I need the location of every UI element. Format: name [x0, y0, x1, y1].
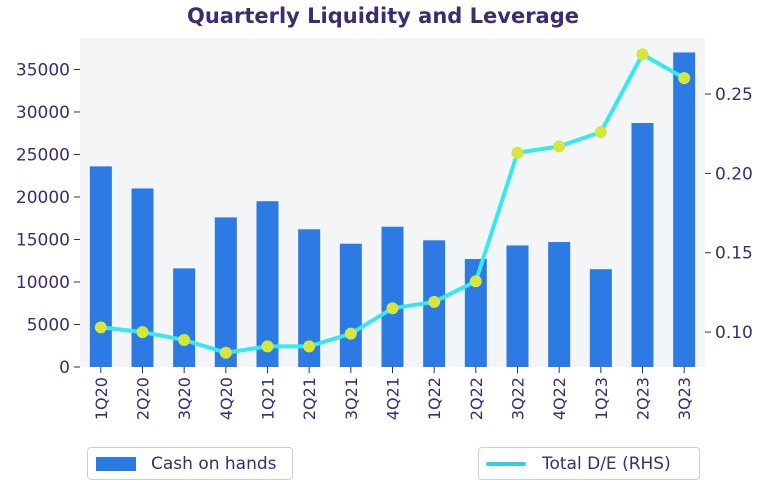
- x-tick-label: 2Q22: [467, 377, 486, 420]
- de-point: [178, 334, 191, 347]
- bar: [381, 226, 404, 367]
- x-tick-label: 1Q20: [92, 377, 111, 420]
- legend-bar-label: Cash on hands: [151, 454, 277, 474]
- left-tick-label: 25000: [16, 145, 70, 165]
- bar: [131, 188, 154, 367]
- bar: [548, 242, 571, 367]
- de-point: [469, 275, 482, 288]
- left-tick-label: 20000: [16, 188, 70, 208]
- x-tick-label: 4Q21: [384, 377, 403, 420]
- bar: [256, 201, 279, 367]
- bar: [89, 166, 112, 367]
- legend-line-label: Total D/E (RHS): [542, 454, 671, 474]
- de-point: [428, 295, 441, 308]
- bar: [506, 245, 529, 367]
- x-tick-label: 1Q22: [425, 377, 444, 420]
- x-tick-label: 2Q20: [134, 377, 153, 420]
- left-tick-label: 30000: [16, 103, 70, 123]
- bar: [214, 217, 237, 367]
- legend-line-swatch: [486, 462, 526, 466]
- bar: [589, 269, 612, 367]
- de-point: [136, 326, 149, 339]
- right-tick-label: 0.10: [715, 323, 753, 343]
- x-tick-label: 1Q23: [592, 377, 611, 420]
- x-tick-label: 3Q21: [342, 377, 361, 420]
- de-point: [261, 340, 274, 353]
- left-tick-label: 0: [59, 358, 70, 378]
- x-tick-label: 3Q20: [175, 377, 194, 420]
- de-point: [344, 327, 357, 340]
- left-tick-label: 35000: [16, 60, 70, 80]
- de-point: [553, 140, 566, 153]
- bar: [631, 123, 654, 368]
- x-tick-label: 3Q23: [675, 377, 694, 420]
- de-point: [94, 321, 107, 334]
- left-tick-label: 15000: [16, 230, 70, 250]
- legend-bar-swatch: [96, 457, 136, 471]
- bar: [298, 229, 321, 367]
- de-point: [219, 346, 232, 359]
- de-point: [636, 48, 649, 61]
- right-tick-label: 0.25: [715, 85, 753, 105]
- bar: [673, 52, 696, 367]
- x-tick-label: 3Q22: [509, 377, 528, 420]
- left-tick-label: 10000: [16, 273, 70, 293]
- bar: [173, 268, 196, 367]
- x-tick-label: 4Q22: [550, 377, 569, 420]
- right-tick-label: 0.15: [715, 244, 753, 264]
- right-tick-label: 0.20: [715, 164, 753, 184]
- de-point: [678, 72, 691, 85]
- legend-line-entry: Total D/E (RHS): [478, 447, 700, 480]
- x-tick-label: 4Q20: [217, 377, 236, 420]
- x-tick-label: 2Q23: [634, 377, 653, 420]
- de-point: [594, 126, 607, 139]
- de-point: [303, 340, 316, 353]
- de-point: [511, 146, 524, 159]
- left-tick-label: 5000: [27, 315, 70, 335]
- legend-bar-entry: Cash on hands: [87, 447, 293, 480]
- x-tick-label: 2Q21: [300, 377, 319, 420]
- bar: [339, 243, 362, 367]
- chart-title: Quarterly Liquidity and Leverage: [186, 4, 580, 28]
- de-point: [386, 302, 399, 315]
- x-tick-label: 1Q21: [259, 377, 278, 420]
